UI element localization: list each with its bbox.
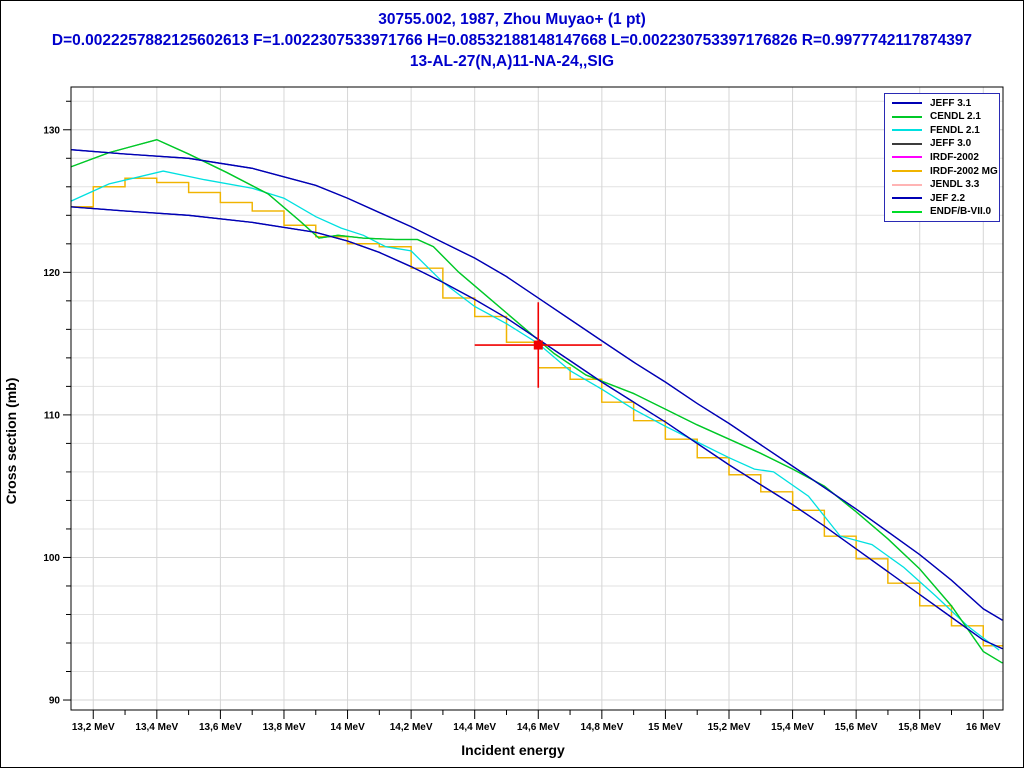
legend-color-swatch (892, 156, 922, 159)
legend-color-swatch (892, 115, 922, 118)
x-tick-label: 15,2 MeV (708, 722, 751, 733)
legend-item: IRDF-2002 (885, 151, 999, 164)
plot-title-block: 30755.002, 1987, Zhou Muyao+ (1 pt) D=0.… (1, 9, 1023, 72)
x-tick-label: 15,4 MeV (771, 722, 814, 733)
y-tick-label: 100 (43, 553, 60, 564)
legend-color-swatch (892, 197, 922, 200)
y-tick-label: 120 (43, 268, 60, 279)
legend-item: JEF 2.2 (885, 192, 999, 205)
x-tick-label: 13,6 MeV (199, 722, 242, 733)
legend-label: IRDF-2002 (930, 151, 979, 163)
legend-color-swatch (892, 129, 922, 132)
series-jendl-3-3 (70, 206, 1003, 650)
legend-label: CENDL 2.1 (930, 111, 981, 123)
plot-title-line3: 13-AL-27(N,A)11-NA-24,,SIG (409, 53, 615, 70)
x-tick-label: 15,8 MeV (898, 722, 941, 733)
legend-item: JEFF 3.0 (885, 137, 999, 150)
x-tick-label: 14,2 MeV (390, 722, 433, 733)
plot-border (70, 86, 1004, 711)
series-fendl-2-1 (70, 170, 1000, 651)
series-jeff-3-1 (70, 149, 1003, 621)
legend-label: JENDL 3.3 (930, 179, 980, 191)
plot-title-line1: 30755.002, 1987, Zhou Muyao+ (1 pt) (378, 11, 646, 28)
x-tick-label: 15,6 MeV (835, 722, 878, 733)
series-jeff-3-0 (70, 149, 1003, 621)
x-tick-label: 13,2 MeV (72, 722, 115, 733)
plot-title-line2: D=0.0022257882125602613 F=1.002230753397… (51, 32, 973, 49)
legend-label: JEFF 3.0 (930, 138, 972, 150)
legend-item: JENDL 3.3 (885, 178, 999, 191)
legend-color-swatch (892, 183, 922, 186)
y-tick-label: 90 (49, 696, 61, 707)
legend-color-swatch (892, 170, 922, 173)
legend-label: IRDF-2002 MG (930, 165, 998, 177)
x-tick-label: 14,8 MeV (580, 722, 623, 733)
legend-label: FENDL 2.1 (930, 124, 980, 136)
y-tick-label: 110 (44, 410, 61, 421)
legend-color-swatch (892, 142, 922, 145)
legend-item: JEFF 3.1 (885, 97, 999, 110)
legend-item: FENDL 2.1 (885, 124, 999, 137)
y-tick-label: 130 (43, 125, 60, 136)
x-tick-label: 14,4 MeV (453, 722, 496, 733)
series-jef-2-2 (70, 206, 1003, 650)
x-tick-label: 13,8 MeV (263, 722, 306, 733)
data-point-marker (533, 340, 543, 350)
x-axis-title: Incident energy (461, 742, 565, 758)
series-irdf-2002-mg (71, 177, 1003, 647)
x-tick-label: 16 MeV (966, 722, 1001, 733)
legend-label: JEF 2.2 (930, 192, 966, 204)
legend-color-swatch (892, 102, 922, 105)
x-tick-label: 15 MeV (648, 722, 683, 733)
legend-label: JEFF 3.1 (930, 97, 972, 109)
series-endf-b-vii-0 (70, 139, 1003, 664)
legend-item: ENDF/B-VII.0 (885, 205, 999, 218)
legend-color-swatch (892, 210, 922, 213)
legend-label: ENDF/B-VII.0 (930, 206, 992, 218)
legend-box: JEFF 3.1 CENDL 2.1 FENDL 2.1 JEFF 3.0 IRDF-2… (884, 93, 1000, 222)
legend-item: IRDF-2002 MG (885, 165, 999, 178)
series-irdf-2002 (71, 177, 1003, 647)
legend-item: CENDL 2.1 (885, 110, 999, 123)
x-tick-label: 14 MeV (330, 722, 365, 733)
x-tick-label: 14,6 MeV (517, 722, 560, 733)
x-tick-label: 13,4 MeV (135, 722, 178, 733)
